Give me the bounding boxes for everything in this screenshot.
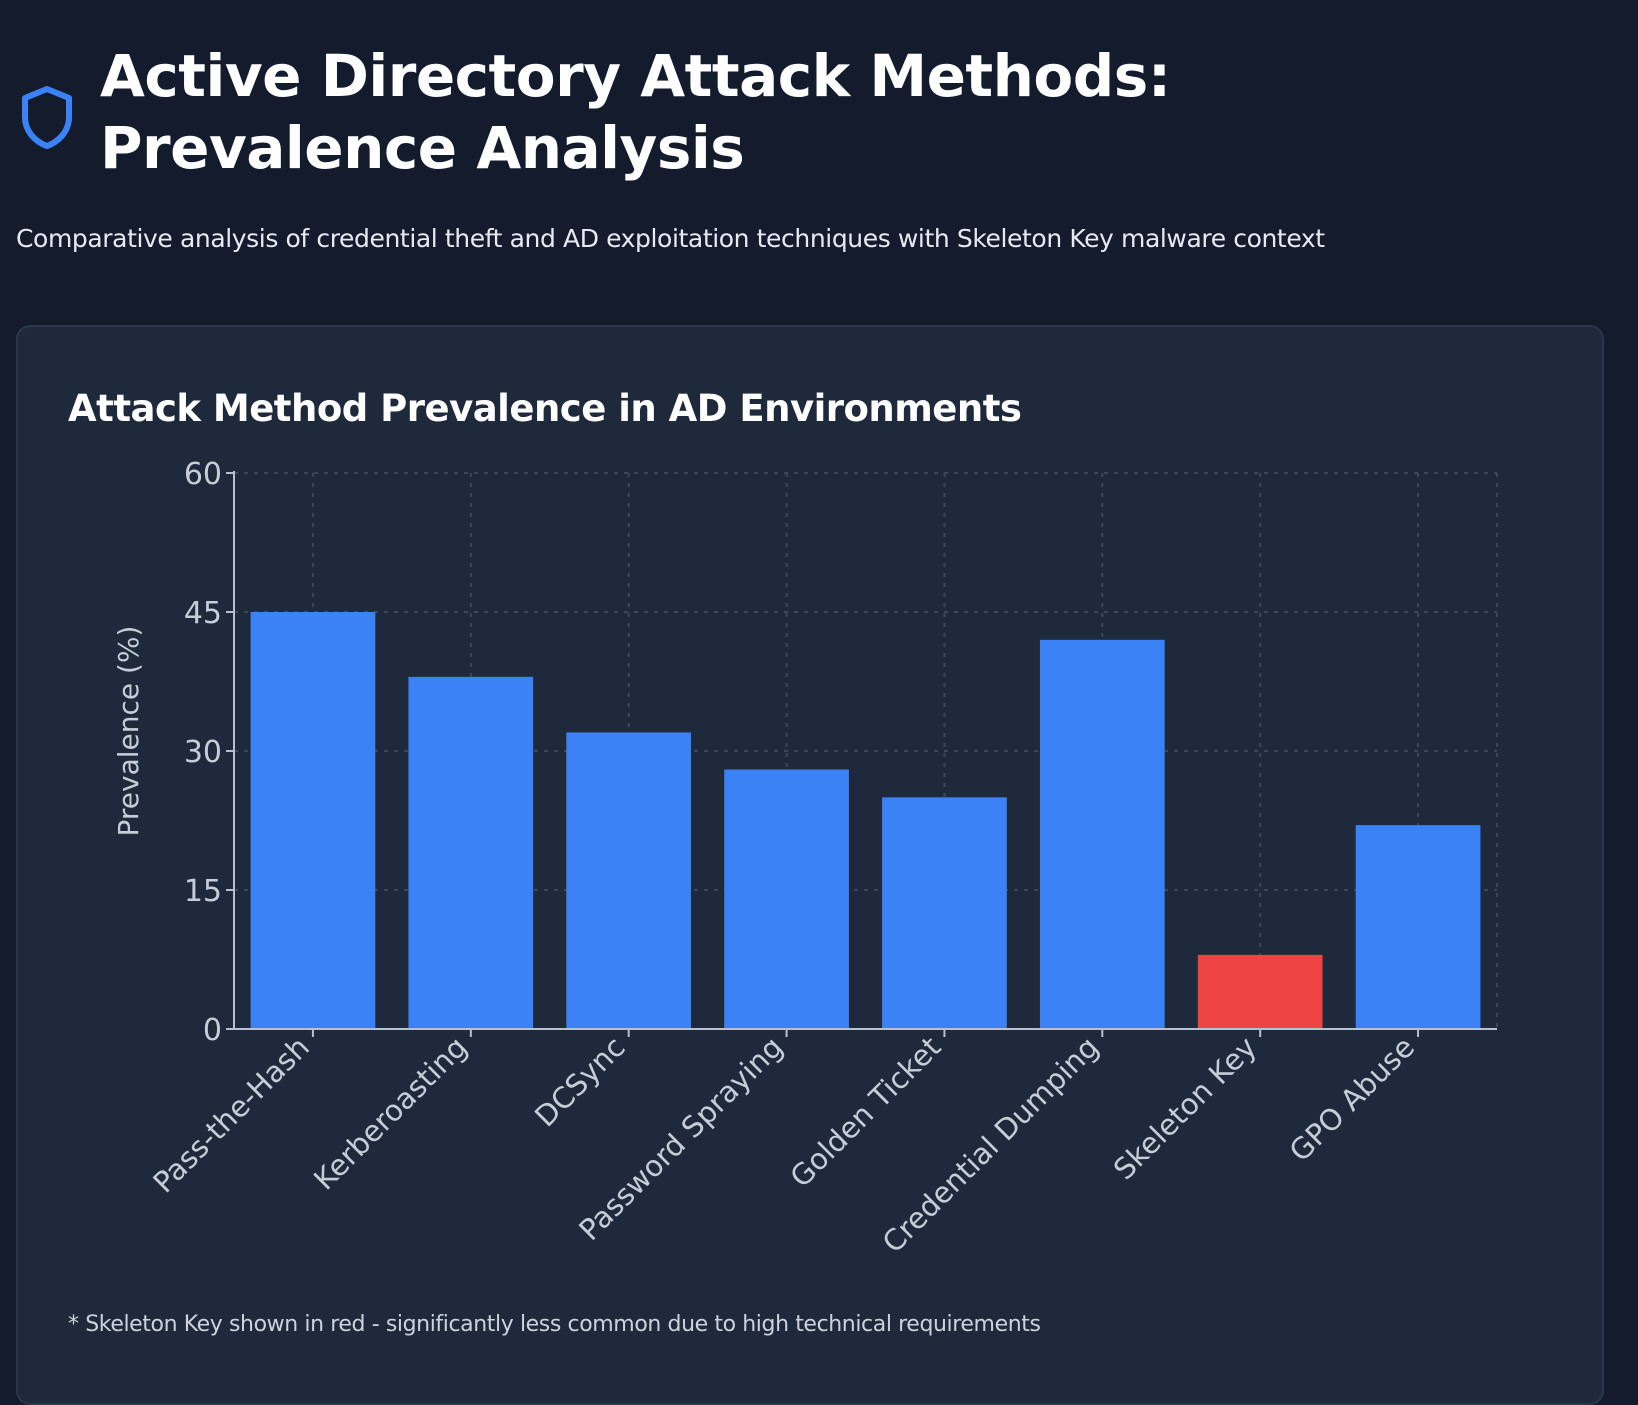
bar-gpo-abuse xyxy=(1355,825,1481,1029)
y-tick-label: 15 xyxy=(184,874,222,909)
bar-password-spraying xyxy=(724,769,849,1029)
x-tick-label: Golden Ticket xyxy=(783,1030,947,1194)
chart-footnote: * Skeleton Key shown in red - significan… xyxy=(68,1312,1041,1337)
x-tick-label: Skeleton Key xyxy=(1107,1030,1263,1186)
x-tick-label: GPO Abuse xyxy=(1283,1030,1421,1168)
x-tick-label: DCSync xyxy=(528,1030,632,1134)
x-tick-label: Pass-the-Hash xyxy=(146,1030,316,1200)
shield-icon xyxy=(22,86,72,149)
page-title: Active Directory Attack Methods: Prevale… xyxy=(100,42,1171,182)
bar-golden-ticket xyxy=(882,797,1007,1029)
bar-kerberoasting xyxy=(408,676,534,1029)
bar-chart: 0 15 30 45 60 Prevalence (%) Pass-the-HashKerb… xyxy=(112,457,1498,1260)
bar-pass-the-hash xyxy=(250,612,376,1029)
y-tick-label: 60 xyxy=(184,457,222,492)
y-tick-label: 0 xyxy=(203,1013,222,1048)
bar-dcsync xyxy=(566,732,692,1029)
y-tick-label: 45 xyxy=(184,596,222,631)
bar-credential-dumping xyxy=(1039,639,1165,1029)
chart-card: Attack Method Prevalence in AD Environme… xyxy=(16,325,1604,1405)
chart-title: Attack Method Prevalence in AD Environme… xyxy=(68,387,1022,430)
bar-skeleton-key xyxy=(1197,954,1323,1029)
y-tick-label: 30 xyxy=(184,735,222,770)
y-axis-title: Prevalence (%) xyxy=(112,626,145,837)
page-subtitle: Comparative analysis of credential theft… xyxy=(16,224,1325,253)
x-tick-label: Kerberoasting xyxy=(307,1030,474,1197)
page-header: Active Directory Attack Methods: Prevale… xyxy=(20,40,1580,184)
